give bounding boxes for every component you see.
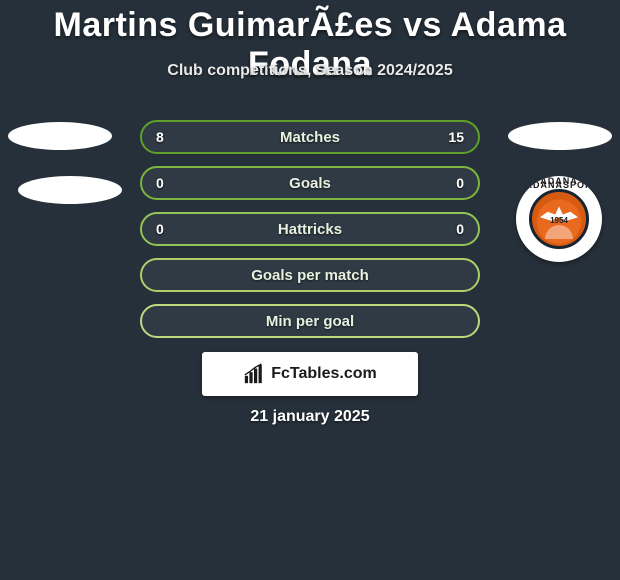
bars-icon [243,363,265,385]
stat-right-value: 0 [456,175,464,191]
stat-left-value: 0 [156,175,164,191]
stat-label: Min per goal [266,313,354,330]
subtitle: Club competitions, Season 2024/2025 [0,62,620,80]
left-club-placeholder [18,176,122,204]
stat-label: Matches [280,129,340,146]
stat-right-value: 0 [456,221,464,237]
watermark-text: FcTables.com [271,365,377,383]
stat-left-value: 8 [156,129,164,145]
right-player-placeholder [508,122,612,150]
right-club-badge: ADANASPOR 1954 ADANA [516,176,602,262]
stat-row: 0 Hattricks 0 [140,212,480,246]
stat-row: 8 Matches 15 [140,120,480,154]
stat-right-value: 15 [448,129,464,145]
stat-left-value: 0 [156,221,164,237]
stat-row: 0 Goals 0 [140,166,480,200]
stat-row: Min per goal [140,304,480,338]
stat-label: Goals [289,175,331,192]
stat-label: Goals per match [251,267,369,284]
left-player-placeholder [8,122,112,150]
stats-container: 8 Matches 15 0 Goals 0 0 Hattricks 0 Goals per ma… [140,120,480,350]
date-text: 21 january 2025 [0,408,620,426]
stat-row: Goals per match [140,258,480,292]
badge-bottom-text: ADANA [516,176,602,258]
watermark: FcTables.com [202,352,418,396]
stat-label: Hattricks [278,221,342,238]
